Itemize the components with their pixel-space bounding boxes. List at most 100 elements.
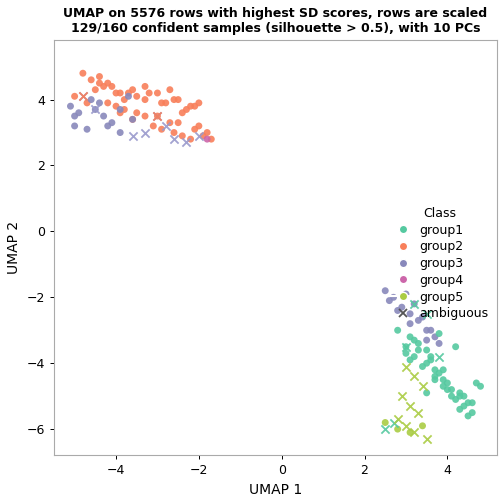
Point [394, 415, 402, 423]
Point [79, 69, 87, 77]
Point [158, 99, 166, 107]
Point [141, 82, 149, 90]
Point [95, 79, 103, 87]
Point [195, 132, 203, 140]
Point [418, 313, 426, 321]
Point [153, 112, 161, 120]
Point [439, 366, 447, 374]
Point [116, 89, 124, 97]
Point [406, 333, 414, 341]
Point [174, 118, 182, 127]
Point [390, 293, 398, 301]
Point [178, 132, 186, 140]
Point [195, 99, 203, 107]
Point [423, 336, 431, 344]
Point [112, 89, 120, 97]
Point [120, 96, 129, 104]
Point [129, 115, 137, 123]
Point [423, 310, 431, 318]
Point [145, 89, 153, 97]
Point [141, 112, 149, 120]
Point [402, 290, 410, 298]
Point [402, 343, 410, 351]
Point [439, 375, 447, 384]
Point [116, 105, 124, 113]
Point [203, 129, 211, 137]
Point [464, 399, 472, 407]
Point [129, 115, 137, 123]
Point [95, 73, 103, 81]
Point [423, 326, 431, 334]
Point [129, 86, 137, 94]
Point [456, 389, 464, 397]
Point [435, 369, 443, 377]
Point [444, 386, 452, 394]
Point [435, 339, 443, 347]
Legend: group1, group2, group3, group4, group5, ambiguous: group1, group2, group3, group4, group5, … [388, 204, 491, 323]
Point [100, 82, 108, 90]
Point [402, 343, 410, 351]
Point [468, 399, 476, 407]
Point [203, 135, 211, 143]
Point [468, 409, 476, 417]
Point [104, 79, 112, 87]
Point [199, 132, 207, 140]
Point [476, 382, 484, 390]
Point [386, 296, 394, 304]
Point [166, 118, 174, 127]
Point [120, 105, 129, 113]
Point [414, 346, 422, 354]
Point [427, 356, 435, 364]
Point [104, 122, 112, 130]
Point [100, 112, 108, 120]
Point [456, 392, 464, 400]
Point [182, 139, 191, 147]
Point [104, 99, 112, 107]
Point [75, 109, 83, 117]
Point [207, 135, 215, 143]
Point [166, 86, 174, 94]
Point [394, 326, 402, 334]
Point [162, 122, 170, 130]
Point [191, 125, 199, 133]
Point [67, 102, 75, 110]
Point [431, 333, 439, 341]
Point [87, 76, 95, 84]
Point [448, 392, 456, 400]
Point [406, 310, 414, 318]
Point [79, 92, 87, 100]
Point [162, 99, 170, 107]
Point [141, 129, 149, 137]
Point [460, 392, 468, 400]
Point [410, 300, 418, 308]
Point [108, 118, 116, 127]
Point [170, 135, 178, 143]
Point [418, 382, 426, 390]
Point [83, 125, 91, 133]
Point [116, 109, 124, 117]
Point [91, 86, 99, 94]
Point [410, 336, 418, 344]
Point [410, 428, 418, 436]
Point [439, 382, 447, 390]
Point [431, 375, 439, 384]
Point [129, 132, 137, 140]
Point [406, 402, 414, 410]
Point [186, 102, 195, 110]
Point [71, 112, 79, 120]
Point [141, 96, 149, 104]
Point [381, 425, 389, 433]
Point [178, 109, 186, 117]
Point [431, 366, 439, 374]
Y-axis label: UMAP 2: UMAP 2 [7, 221, 21, 275]
Point [195, 122, 203, 130]
Point [448, 386, 456, 394]
Point [158, 125, 166, 133]
Point [398, 303, 406, 311]
Point [79, 92, 87, 100]
Point [95, 99, 103, 107]
Point [410, 372, 418, 381]
Point [116, 129, 124, 137]
Point [410, 353, 418, 361]
Point [414, 339, 422, 347]
